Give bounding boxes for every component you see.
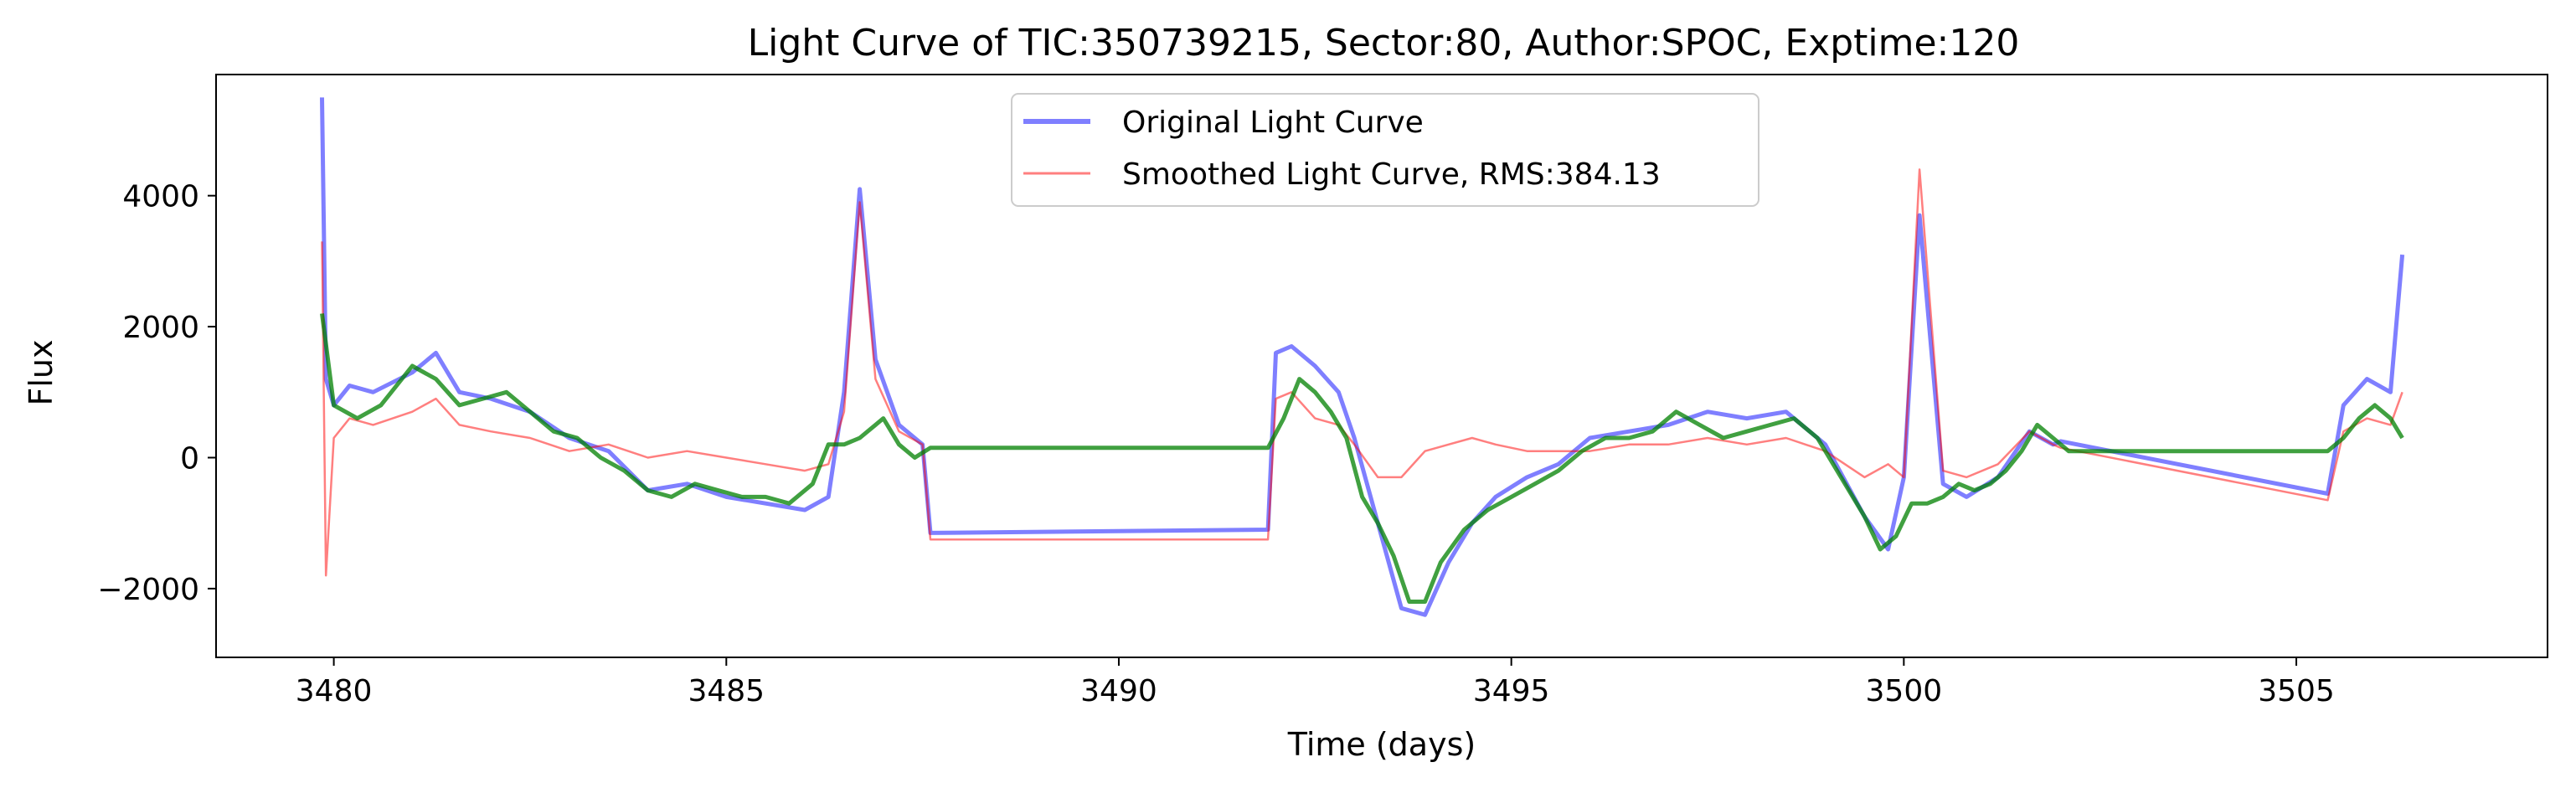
x-tick-label: 3480 (296, 674, 373, 708)
y-tick-label: 0 (180, 441, 199, 476)
x-tick-label: 3490 (1080, 674, 1157, 708)
x-tick-label: 3500 (1866, 674, 1943, 708)
legend-label-smoothed: Smoothed Light Curve, RMS:384.13 (1122, 157, 1661, 192)
plot-frame (215, 74, 2548, 658)
x-axis: 3480 3485 3490 3495 3500 3505 (296, 657, 2335, 708)
legend-box (1011, 93, 1759, 207)
y-axis-label: Flux (23, 340, 59, 406)
series-trend-line (320, 313, 2404, 604)
y-tick-label: −2000 (97, 573, 199, 607)
y-axis: −2000 0 2000 4000 (97, 180, 216, 607)
legend-label-original: Original Light Curve (1122, 106, 1424, 140)
x-tick-label: 3485 (688, 674, 765, 708)
series-layer (320, 97, 2405, 617)
x-tick-label: 3495 (1473, 674, 1550, 708)
x-tick-label: 3505 (2258, 674, 2335, 708)
x-axis-label: Time (days) (1287, 726, 1476, 763)
chart-title: Light Curve of TIC:350739215, Sector:80,… (748, 22, 2020, 64)
y-tick-label: 2000 (122, 311, 199, 345)
series-smoothed-line (321, 168, 2403, 577)
legend: Original Light Curve Smoothed Light Curv… (1011, 93, 1759, 207)
y-tick-label: 4000 (122, 180, 199, 214)
